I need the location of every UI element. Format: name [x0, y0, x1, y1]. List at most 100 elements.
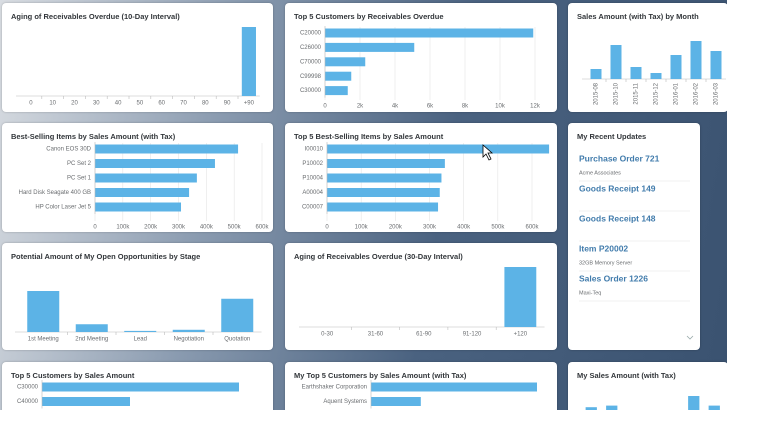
card-content: My Sales Amount (with Tax): [577, 371, 720, 410]
card-title: Top 5 Customers by Sales Amount: [11, 371, 135, 380]
x-tick-label: 90: [224, 101, 231, 107]
category-label: C99998: [300, 74, 322, 80]
x-tick-label: 1st Meeting: [28, 337, 59, 343]
category-label: Canon EOS 30D: [46, 147, 91, 153]
bar: [690, 41, 702, 79]
x-tick-label: 31-60: [368, 332, 384, 338]
x-tick-label: 8k: [462, 104, 469, 110]
x-tick-label: 2nd Meeting: [75, 337, 108, 343]
bar: [325, 57, 366, 67]
x-tick-label: Negotiation: [174, 337, 204, 343]
bar: [95, 144, 239, 154]
x-tick-label: Quotation: [224, 337, 250, 343]
card-content: Top 5 Best-Selling Items by Sales Amount…: [294, 132, 550, 231]
card-content: Top 5 Customers by Sales Amount C30000 C40…: [11, 371, 239, 409]
bar: [325, 28, 534, 38]
card-content: Best-Selling Items by Sales Amount (with…: [11, 132, 270, 231]
x-tick-label: 200k: [144, 225, 158, 231]
card-content: My Recent Updates Purchase Order 721 Acme …: [577, 132, 694, 340]
bar: [327, 188, 440, 197]
bar: [630, 67, 642, 79]
bar: [371, 382, 537, 392]
card[interactable]: Best-Selling Items by Sales Amount (with…: [2, 123, 273, 232]
bar: [650, 73, 662, 79]
x-tick-label: 20: [71, 101, 78, 107]
update-link: Sales Order 1226: [579, 273, 648, 283]
bar: [325, 71, 352, 81]
card-title: My Sales Amount (with Tax): [577, 371, 676, 380]
x-tick-label: 61-90: [416, 332, 432, 338]
card-title: My Top 5 Customers by Sales Amount (with…: [294, 371, 467, 380]
category-label: C20000: [300, 31, 322, 37]
update-subtitle: 32GB Memory Server: [579, 260, 632, 266]
category-label: C40000: [17, 399, 39, 405]
card-content: Sales Amount (with Tax) by Month 2015-08 2…: [577, 12, 726, 105]
card-content: Aging of Receivables Overdue (30-Day Int…: [294, 252, 545, 338]
category-label: C30000: [17, 385, 39, 391]
bar: [172, 329, 205, 332]
x-tick-label: 2015-10: [614, 82, 620, 105]
x-tick-label: 200k: [389, 225, 403, 231]
x-tick-label: 0: [323, 104, 327, 110]
card-title: Top 5 Customers by Receivables Overdue: [294, 12, 444, 21]
bar: [504, 267, 537, 327]
x-tick-label: 300k: [423, 225, 437, 231]
card-title: Top 5 Best-Selling Items by Sales Amount: [294, 132, 444, 141]
x-tick-label: 100k: [116, 225, 130, 231]
x-tick-label: 0-30: [321, 332, 334, 338]
update-subtitle: Acme Associates: [579, 170, 621, 176]
card-title: Potential Amount of My Open Opportunitie…: [11, 252, 200, 261]
card-title: Aging of Receivables Overdue (10-Day Int…: [11, 12, 180, 21]
x-tick-label: 600k: [255, 225, 269, 231]
x-tick-label: +90: [244, 101, 255, 107]
card[interactable]: Top 5 Best-Selling Items by Sales Amount…: [285, 123, 557, 232]
x-tick-label: 600k: [525, 225, 539, 231]
bar: [241, 27, 256, 96]
card[interactable]: Potential Amount of My Open Opportunitie…: [2, 243, 273, 350]
category-label: HP Color Laser Jet 5: [35, 205, 91, 211]
bar: [325, 42, 415, 52]
update-link: Goods Receipt 148: [579, 213, 656, 223]
x-tick-label: 400k: [457, 225, 471, 231]
card[interactable]: My Top 5 Customers by Sales Amount (with…: [285, 362, 557, 410]
dashboard: Aging of Receivables Overdue (10-Day Int…: [0, 0, 727, 410]
card[interactable]: My Sales Amount (with Tax): [568, 362, 727, 410]
card[interactable]: My Recent Updates Purchase Order 721 Acme …: [568, 123, 700, 350]
x-tick-label: 2015-08: [594, 82, 600, 105]
card[interactable]: Sales Amount (with Tax) by Month 2015-08 2…: [568, 3, 727, 112]
x-tick-label: 70: [180, 101, 187, 107]
card[interactable]: Aging of Receivables Overdue (10-Day Int…: [2, 3, 273, 112]
bar: [371, 397, 421, 406]
x-tick-label: 500k: [491, 225, 505, 231]
card-title: Best-Selling Items by Sales Amount (with…: [11, 132, 176, 141]
card[interactable]: Aging of Receivables Overdue (30-Day Int…: [285, 243, 557, 350]
update-link: Goods Receipt 149: [579, 183, 656, 193]
bar: [221, 298, 254, 332]
x-tick-label: 6k: [427, 104, 434, 110]
card[interactable]: Top 5 Customers by Receivables Overdue 0 2…: [285, 3, 557, 112]
x-tick-label: 2015-11: [634, 82, 640, 104]
x-tick-label: +120: [514, 332, 528, 338]
x-tick-label: 400k: [200, 225, 214, 231]
category-label: C70000: [300, 59, 322, 65]
update-link: Item P20002: [579, 243, 628, 253]
category-label: Hard Disk Seagate 400 GB: [19, 190, 91, 196]
x-tick-label: 2016-02: [694, 82, 700, 105]
category-label: Aquent Systems: [323, 399, 367, 405]
bar: [585, 407, 597, 410]
card-title: My Recent Updates: [577, 132, 646, 141]
x-tick-label: 91-120: [463, 332, 482, 338]
x-tick-label: 2016-01: [674, 82, 680, 105]
category-label: I00010: [305, 147, 324, 153]
bar: [325, 86, 348, 96]
bar: [95, 159, 215, 168]
card[interactable]: Top 5 Customers by Sales Amount C30000 C40…: [2, 362, 273, 410]
card-title: Sales Amount (with Tax) by Month: [577, 12, 699, 21]
bar: [327, 202, 439, 212]
bar: [42, 382, 239, 392]
bar: [606, 405, 618, 410]
bar: [27, 291, 60, 332]
bar: [688, 396, 700, 410]
bar: [708, 405, 720, 410]
